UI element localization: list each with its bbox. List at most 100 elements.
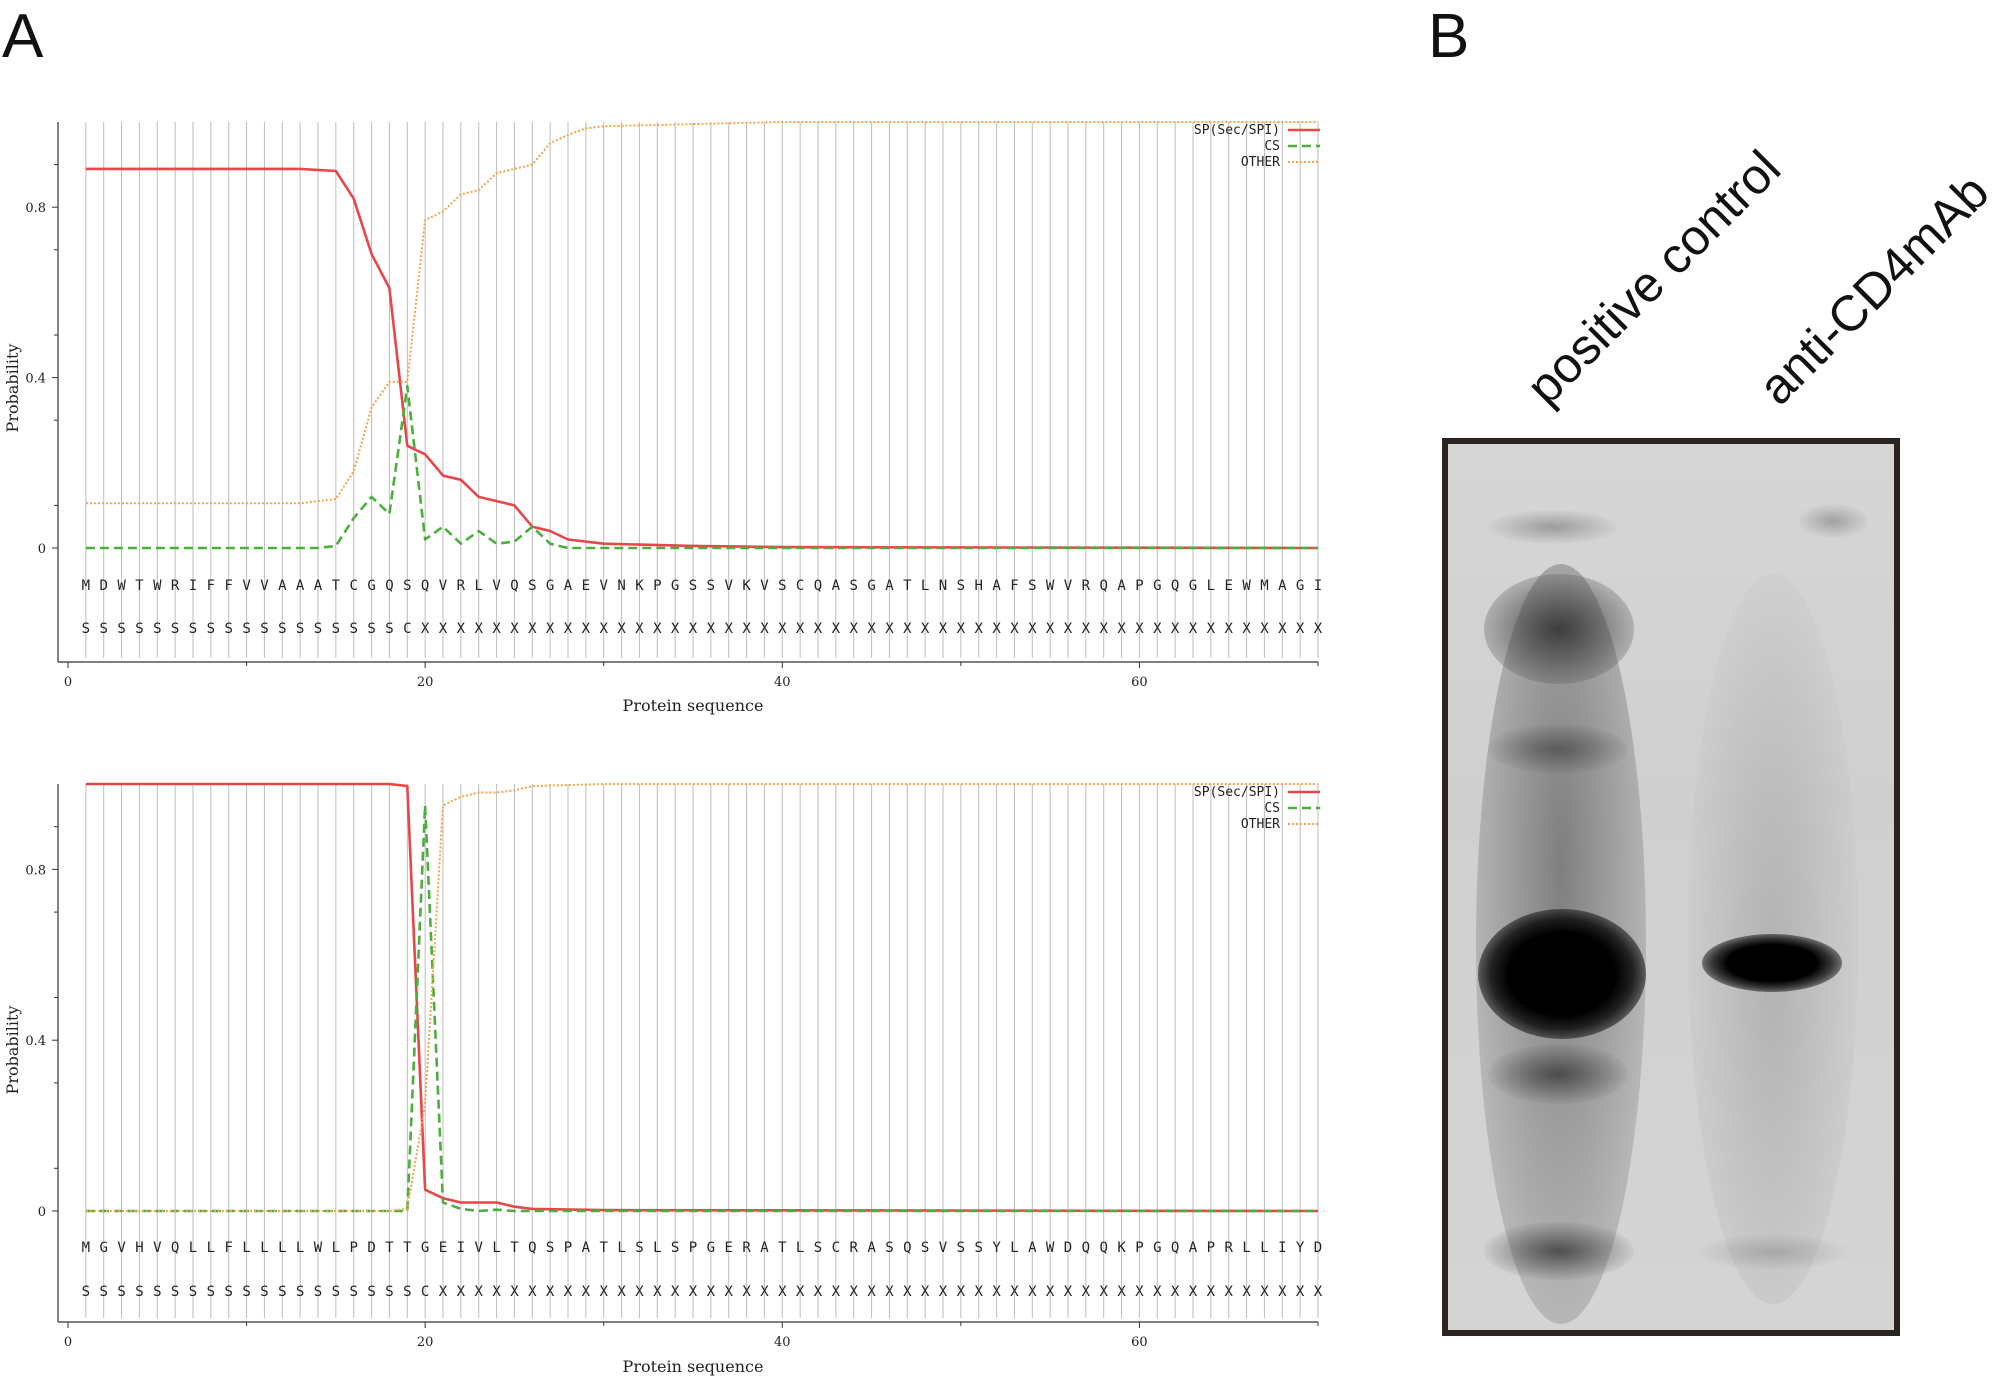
sequence-residue: P (564, 1240, 572, 1256)
legend-label: OTHER (1241, 155, 1280, 170)
residue-label: S (135, 1284, 143, 1300)
residue-label: X (885, 1284, 894, 1300)
sequence-residue: S (885, 1240, 893, 1256)
sequence-residue: G (99, 1240, 107, 1256)
residue-label: X (939, 621, 948, 637)
sequence-residue: L (242, 1240, 250, 1256)
x-tick-label: 60 (1131, 675, 1148, 690)
sequence-residue: I (189, 578, 197, 594)
residue-label: X (1242, 1284, 1251, 1300)
sequence-residue: A (1117, 578, 1126, 594)
y-tick-label: 0.8 (25, 201, 46, 216)
residue-label: X (1135, 1284, 1144, 1300)
residue-label: X (1099, 1284, 1108, 1300)
residue-label: X (689, 1284, 698, 1300)
residue-label: X (546, 1284, 555, 1300)
residue-label: S (367, 621, 375, 637)
sequence-residue: E (439, 1240, 447, 1256)
residue-label: X (867, 621, 876, 637)
sequence-residue: E (1224, 578, 1232, 594)
residue-label: X (689, 621, 698, 637)
sequence-residue: S (671, 1240, 679, 1256)
residue-label: X (760, 621, 769, 637)
sequence-residue: E (582, 578, 590, 594)
residue-label: S (207, 621, 215, 637)
sequence-residue: V (724, 578, 733, 594)
sequence-residue: L (492, 1240, 500, 1256)
residue-label: S (224, 621, 232, 637)
residue-label: X (974, 621, 983, 637)
residue-label: X (1028, 621, 1037, 637)
sequence-residue: S (707, 578, 715, 594)
residue-label: X (474, 1284, 483, 1300)
sequence-residue: V (153, 1240, 162, 1256)
y-tick-label: 0.4 (25, 1034, 46, 1049)
sequence-residue: M (1260, 578, 1268, 594)
residue-label: X (492, 1284, 501, 1300)
sequence-residue: P (653, 578, 661, 594)
sequence-residue: S (778, 578, 786, 594)
sequence-residue: Q (1171, 578, 1179, 594)
sequence-residue: L (296, 1240, 304, 1256)
sequence-residue: P (1135, 578, 1143, 594)
residue-label: S (332, 621, 340, 637)
residue-label: X (1189, 621, 1198, 637)
sequence-residue: S (635, 1240, 643, 1256)
sequence-residue: C (349, 578, 357, 594)
sequence-residue: V (492, 578, 501, 594)
residue-label: S (99, 1284, 107, 1300)
residue-label: X (849, 1284, 858, 1300)
sequence-residue: Q (528, 1240, 536, 1256)
legend-label: SP(Sec/SPI) (1194, 785, 1280, 800)
sequence-residue: A (314, 578, 323, 594)
residue-label: S (332, 1284, 340, 1300)
signal-peptide-charts: 0 0.4 0.8 0 20 40 60 Protein sequence Probabilit… (3, 121, 1323, 1376)
blot-lane2-bottom-faint (1698, 1234, 1848, 1270)
sequence-residue: S (1028, 578, 1036, 594)
sequence-residue: D (1064, 1240, 1072, 1256)
sequence-residue: F (1010, 578, 1018, 594)
residue-label: S (260, 1284, 268, 1300)
residue-label: X (582, 621, 591, 637)
sequence-residue: Q (1171, 1240, 1179, 1256)
blot-lane2-main-band (1702, 934, 1842, 992)
blot-lane1-top-band (1484, 574, 1634, 684)
sequence-residue: D (1314, 1240, 1322, 1256)
sequence-residue: T (135, 578, 144, 594)
sequence-residue: I (1314, 578, 1322, 594)
residue-label: S (385, 621, 393, 637)
sequence-residue: L (653, 1240, 661, 1256)
sequence-residue: T (510, 1240, 519, 1256)
lane-label-anti-cd4mab: anti-CD4mAb (1747, 163, 2000, 416)
sequence-residue: W (153, 578, 162, 594)
residue-label: X (1171, 1284, 1180, 1300)
residue-label: X (867, 1284, 876, 1300)
residue-label: X (653, 621, 662, 637)
blot-lane2-top-faint (1798, 504, 1868, 538)
sequence-residue: L (617, 1240, 625, 1256)
sequence-residue: W (1046, 1240, 1055, 1256)
residue-label: X (1046, 1284, 1055, 1300)
residue-label: X (1278, 621, 1287, 637)
residue-label: X (635, 1284, 644, 1300)
sequence-residue: G (707, 1240, 715, 1256)
sequence-residue: V (474, 1240, 483, 1256)
residue-label: S (117, 1284, 125, 1300)
sequence-residue: A (1028, 1240, 1037, 1256)
sequence-residue: P (1135, 1240, 1143, 1256)
residue-label: X (439, 1284, 448, 1300)
residue-label: X (1224, 1284, 1233, 1300)
residue-label: X (564, 621, 573, 637)
sequence-residue: Q (171, 1240, 179, 1256)
residue-label: S (403, 1284, 411, 1300)
residue-label: X (1153, 1284, 1162, 1300)
sequence-residue: A (1189, 1240, 1198, 1256)
residue-label: X (903, 621, 912, 637)
residue-label: X (1242, 621, 1251, 637)
legend-label: OTHER (1241, 817, 1280, 832)
series-line-sp-sec-spi- (85, 167, 1319, 550)
residue-label: X (885, 621, 894, 637)
residue-label: X (653, 1284, 662, 1300)
sequence-residue: F (224, 578, 232, 594)
sequence-residue: W (1242, 578, 1251, 594)
